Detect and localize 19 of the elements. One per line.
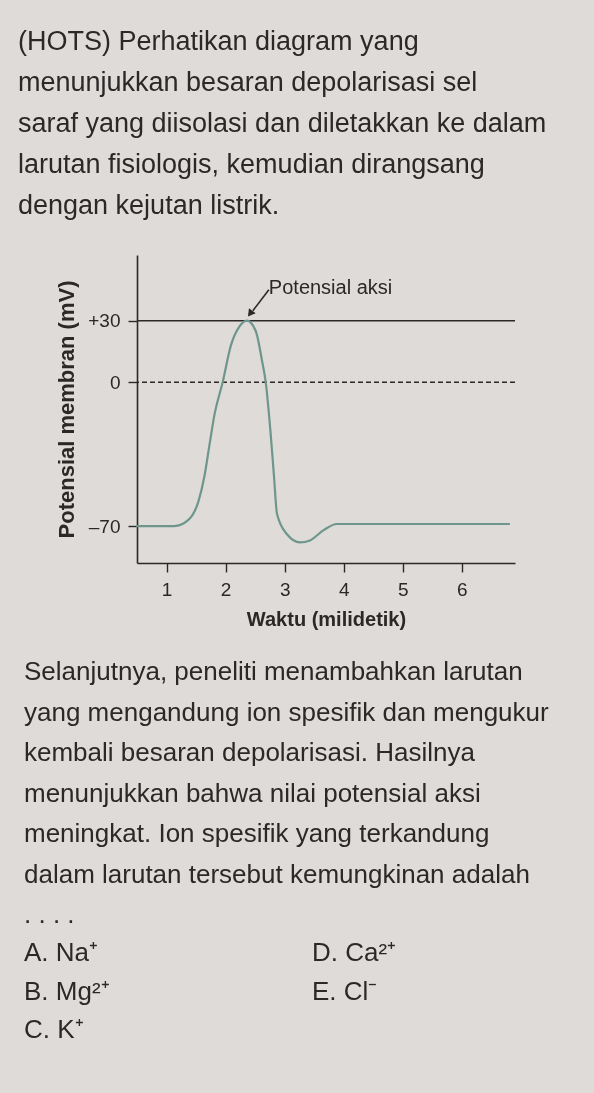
x-tick-label: 2: [220, 578, 232, 600]
annotation: Potensial aksi: [268, 275, 393, 298]
x-axis-title: Waktu (milidetik): [246, 607, 407, 630]
text: D. Ca²⁺: [312, 937, 397, 967]
text: B. Mg²⁺: [24, 975, 110, 1006]
y-tick-label: 0: [109, 371, 121, 393]
text: A. Na⁺: [24, 937, 99, 967]
x-tick-label: 1: [161, 578, 173, 600]
y-axis-title: Potensial membran (mV): [54, 280, 80, 539]
text: E. Cl⁻: [312, 975, 378, 1006]
text: Selanjutnya, peneliti menambahkan larutan yang mengandung ion spesifik dan mengukur kembali besaran depolarisasi. Hasilnya menunjukkan bahwa nilai potensial aksi meningkat. Ion spesifik yang terkandung dalam larutan tersebut kemungkinan adalah . . . .: [24, 656, 550, 929]
y-tick-label: +30: [88, 310, 121, 332]
x-tick-label: 5: [397, 578, 409, 600]
text: C. K⁺: [24, 1014, 84, 1044]
x-tick-label: 3: [279, 578, 291, 600]
y-tick-label: –70: [88, 515, 121, 537]
chart-title: (HOTS) Perhatikan diagram yang menunjukkan besaran depolarisasi sel saraf yang diisolasi dan diletakkan ke dalam larutan fisiologis, kemudian dirangsang dengan kejutan listrik.: [18, 26, 547, 220]
x-tick-label: 6: [457, 578, 468, 600]
x-tick-label: 4: [338, 578, 350, 600]
